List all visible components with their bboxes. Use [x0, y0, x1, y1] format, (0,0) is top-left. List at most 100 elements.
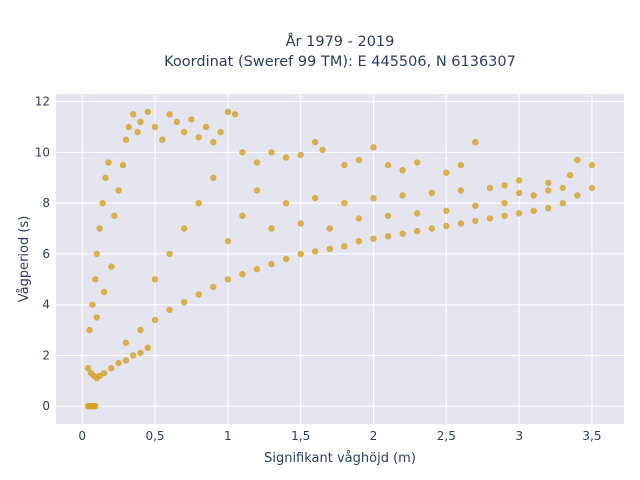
- data-point: [151, 276, 159, 283]
- data-point: [282, 200, 290, 207]
- data-point: [566, 172, 574, 179]
- x-tick-label: 3,5: [582, 429, 601, 443]
- y-tick-label: 12: [35, 95, 50, 109]
- data-point: [399, 167, 406, 174]
- chart-subtitle: Koordinat (Sweref 99 TM): E 445506, N 61…: [164, 54, 516, 70]
- data-point: [414, 210, 421, 217]
- data-point: [457, 220, 465, 227]
- data-point: [108, 365, 115, 372]
- data-point: [559, 184, 566, 192]
- data-points: [84, 108, 596, 410]
- data-point: [341, 200, 348, 207]
- data-point: [384, 233, 392, 240]
- plot-area: [56, 94, 624, 424]
- data-point: [457, 187, 465, 194]
- data-point: [268, 225, 275, 232]
- data-point: [93, 250, 101, 258]
- data-point: [457, 161, 465, 169]
- y-tick-label: 2: [42, 348, 50, 362]
- data-point: [486, 184, 494, 192]
- data-point: [428, 189, 435, 197]
- data-point: [326, 225, 333, 232]
- data-point: [195, 200, 202, 207]
- data-point: [312, 248, 319, 255]
- data-point: [115, 359, 122, 367]
- data-point: [370, 235, 377, 242]
- data-point: [111, 212, 118, 219]
- data-point: [253, 159, 261, 166]
- data-point: [530, 192, 537, 199]
- data-point: [399, 230, 406, 237]
- data-point: [370, 144, 377, 151]
- data-point: [545, 205, 552, 212]
- data-point: [268, 260, 275, 268]
- x-tick-label: 2,5: [437, 429, 456, 443]
- data-point: [195, 291, 202, 298]
- data-point: [173, 118, 181, 126]
- data-point: [137, 349, 144, 357]
- data-point: [134, 128, 141, 136]
- y-tick-label: 8: [42, 196, 50, 210]
- data-point: [166, 306, 173, 313]
- data-point: [166, 250, 173, 258]
- data-point: [443, 222, 450, 230]
- data-point: [341, 161, 348, 169]
- data-point: [515, 210, 523, 217]
- grid-lines: [56, 94, 624, 424]
- data-point: [472, 202, 479, 209]
- data-point: [92, 276, 99, 283]
- data-point: [326, 245, 333, 252]
- data-point: [115, 187, 122, 194]
- data-point: [399, 192, 406, 199]
- data-point: [319, 146, 326, 153]
- data-point: [93, 314, 101, 321]
- data-point: [181, 225, 188, 232]
- data-point: [92, 403, 99, 410]
- data-point: [159, 136, 166, 143]
- data-point: [443, 207, 450, 214]
- data-point: [574, 192, 581, 199]
- data-point: [105, 159, 112, 166]
- data-point: [297, 220, 304, 227]
- data-point: [501, 212, 508, 219]
- data-point: [239, 271, 246, 278]
- data-point: [151, 316, 159, 324]
- x-tick-label: 3: [515, 429, 523, 443]
- data-point: [414, 227, 421, 235]
- data-point: [202, 123, 210, 131]
- data-point: [530, 207, 537, 214]
- data-point: [472, 139, 479, 146]
- data-point: [486, 215, 494, 222]
- data-point: [559, 200, 566, 207]
- data-point: [414, 159, 421, 166]
- data-point: [137, 118, 144, 126]
- data-point: [122, 136, 130, 143]
- data-point: [384, 161, 392, 169]
- data-point: [188, 116, 195, 123]
- data-point: [84, 365, 92, 372]
- data-point: [108, 263, 115, 270]
- data-point: [130, 352, 137, 359]
- data-point: [195, 134, 202, 141]
- data-point: [125, 123, 132, 131]
- data-point: [588, 161, 596, 169]
- data-point: [239, 212, 246, 219]
- data-point: [515, 177, 523, 184]
- data-point: [210, 174, 217, 181]
- data-point: [384, 212, 392, 219]
- data-point: [144, 108, 151, 116]
- data-point: [253, 266, 261, 273]
- x-tick-label: 1,5: [291, 429, 310, 443]
- y-tick-label: 6: [42, 247, 50, 261]
- data-point: [545, 187, 552, 194]
- data-point: [181, 299, 188, 306]
- data-point: [122, 339, 130, 346]
- data-point: [239, 149, 246, 156]
- data-point: [268, 149, 275, 156]
- data-point: [428, 225, 435, 232]
- data-point: [355, 156, 363, 164]
- x-tick-label: 0,5: [145, 429, 164, 443]
- data-point: [297, 250, 304, 258]
- data-point: [224, 108, 232, 116]
